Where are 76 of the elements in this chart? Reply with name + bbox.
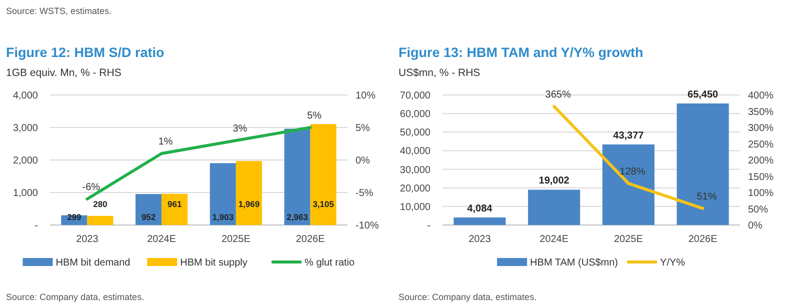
y-tick-label: 2,000 bbox=[12, 156, 38, 166]
x-tick-label: 2025E bbox=[221, 234, 251, 245]
y-tick-label: 60,000 bbox=[400, 109, 431, 120]
x-tick-label: 2026E bbox=[296, 234, 326, 245]
legend-label: HBM bit supply bbox=[180, 258, 248, 268]
x-tick-label: 2024E bbox=[540, 234, 569, 245]
legend-label: % glut ratio bbox=[304, 258, 356, 268]
y-tick-label: 50,000 bbox=[400, 128, 431, 139]
y2-tick-label: -10% bbox=[356, 220, 379, 232]
chart-title: Figure 13: HBM TAM and Y/Y% growth bbox=[398, 45, 644, 60]
data-label: 1,903 bbox=[212, 212, 234, 222]
bar bbox=[162, 194, 188, 225]
legend-label: HBM bit demand bbox=[56, 258, 130, 268]
data-label: 4,084 bbox=[467, 203, 493, 214]
data-label: 3,105 bbox=[312, 199, 334, 209]
bar bbox=[87, 216, 114, 225]
y-tick-label: 3,000 bbox=[12, 123, 38, 134]
source-note: Source: WSTS, estimates. bbox=[6, 6, 112, 16]
chart-title: Figure 12: HBM S/D ratio bbox=[6, 45, 164, 60]
data-label: 365% bbox=[545, 89, 571, 100]
x-tick-label: 2026E bbox=[688, 234, 718, 245]
chart-subtitle: 1GB equiv. Mn, % - RHS bbox=[6, 67, 122, 79]
y-tick-label: 40,000 bbox=[400, 146, 431, 158]
data-label: 43,377 bbox=[613, 130, 644, 142]
bar bbox=[676, 103, 729, 225]
y-tick-label: 4,000 bbox=[12, 90, 38, 102]
y-tick-label: 1,000 bbox=[12, 188, 38, 199]
data-label: 5% bbox=[307, 110, 322, 122]
data-label: 1,969 bbox=[238, 199, 260, 209]
bar bbox=[136, 194, 162, 225]
y-tick-label: - bbox=[427, 220, 430, 232]
data-label: 1% bbox=[158, 136, 173, 148]
y2-tick-label: 350% bbox=[748, 106, 774, 118]
y2-tick-label: 300% bbox=[748, 123, 774, 134]
bar bbox=[284, 128, 310, 225]
y2-tick-label: 400% bbox=[748, 90, 774, 102]
y-tick-label: 30,000 bbox=[400, 164, 431, 176]
data-label: 51% bbox=[696, 191, 717, 202]
data-label: 2,963 bbox=[286, 212, 308, 222]
legend-label: Y/Y% bbox=[660, 258, 686, 268]
data-label: 65,450 bbox=[688, 89, 719, 100]
bar bbox=[236, 161, 262, 225]
x-tick-label: 2024E bbox=[147, 234, 176, 245]
bar bbox=[602, 144, 654, 225]
data-label: 3% bbox=[232, 124, 248, 134]
y2-tick-label: 0% bbox=[356, 156, 370, 166]
x-tick-label: 2023 bbox=[76, 234, 99, 245]
y-tick-label: 10,000 bbox=[400, 202, 431, 213]
x-tick-label: 2023 bbox=[468, 234, 492, 245]
y2-tick-label: 150% bbox=[748, 172, 774, 183]
legend-label: HBM TAM (US$mn) bbox=[530, 258, 618, 268]
data-label: 280 bbox=[93, 199, 108, 209]
y2-tick-label: 50% bbox=[748, 204, 768, 216]
y2-tick-label: 0% bbox=[748, 220, 763, 232]
y2-tick-label: -5% bbox=[356, 188, 374, 199]
y-tick-label: 20,000 bbox=[400, 183, 431, 194]
data-label: 961 bbox=[167, 199, 182, 209]
bar bbox=[310, 124, 336, 225]
source-note: Source: Company data, estimates. bbox=[398, 292, 537, 302]
data-label: 952 bbox=[141, 212, 156, 222]
data-label: 19,002 bbox=[538, 176, 570, 187]
data-label: 128% bbox=[620, 166, 646, 178]
data-label: -6% bbox=[82, 182, 100, 193]
y2-tick-label: 200% bbox=[748, 156, 774, 166]
y-tick-label: 70,000 bbox=[400, 90, 431, 102]
y-tick-label: - bbox=[34, 220, 38, 232]
bar bbox=[210, 163, 236, 225]
source-note: Source: Company data, estimates. bbox=[6, 292, 144, 302]
y2-tick-label: 10% bbox=[356, 90, 376, 102]
bar bbox=[528, 190, 580, 225]
chart-subtitle: US$mn, % - RHS bbox=[398, 67, 480, 79]
y2-tick-label: 100% bbox=[748, 188, 774, 199]
y2-tick-label: 5% bbox=[356, 123, 370, 134]
y2-tick-label: 250% bbox=[748, 139, 774, 150]
bar bbox=[454, 217, 506, 225]
x-tick-label: 2025E bbox=[614, 234, 644, 245]
